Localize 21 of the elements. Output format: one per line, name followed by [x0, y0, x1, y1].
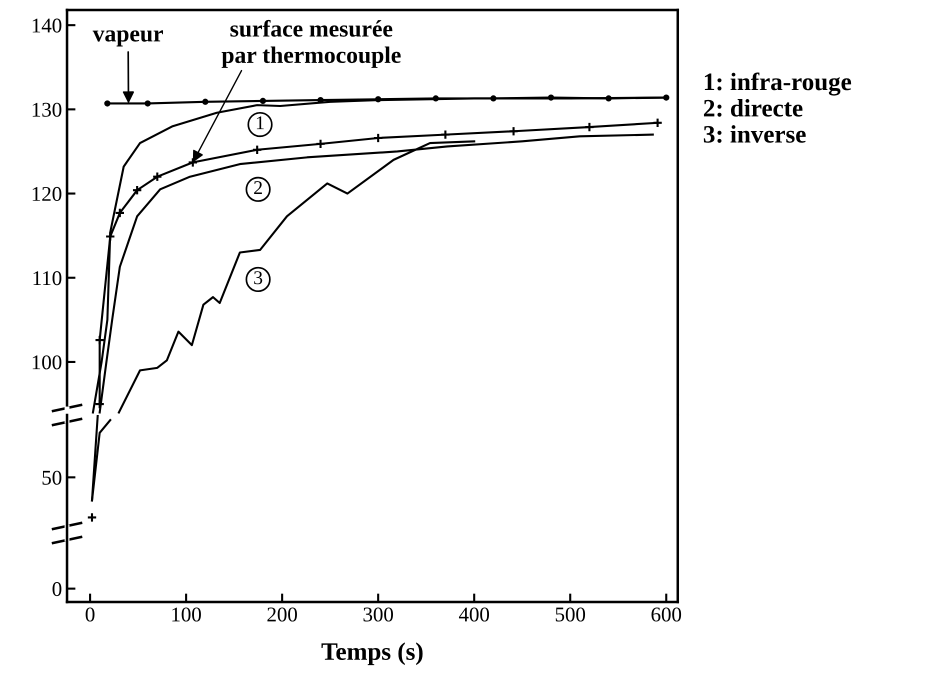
y-tick-label: 120: [32, 186, 62, 201]
x-axis-title: Temps (s): [322, 642, 423, 666]
x-tick-label: 600: [652, 607, 682, 622]
annotation: surface mesurée par thermocouple: [222, 20, 401, 68]
x-tick-label: 100: [172, 607, 201, 622]
text: 1: infra-rouge 2: directe 3: inverse: [704, 72, 852, 143]
x-tick-label: 400: [458, 607, 490, 622]
y-tick-label: 110: [34, 271, 62, 286]
y-tick-label: 0: [52, 582, 62, 596]
y-tick-label: 140: [32, 18, 62, 33]
x-tick-label: 0: [86, 607, 94, 622]
y-tick-label: 130: [32, 102, 62, 117]
y-tick-label: 100: [32, 355, 62, 370]
y-tick-label: 50: [42, 470, 62, 485]
x-tick-label: 200: [267, 607, 297, 622]
x-tick-label: 300: [364, 607, 393, 622]
x-tick-label: 500: [556, 607, 586, 622]
annotation: 2: [254, 181, 262, 194]
annotation: 3: [254, 271, 262, 284]
annotation: 1: [256, 116, 264, 130]
annotation: vapeur: [92, 30, 164, 46]
